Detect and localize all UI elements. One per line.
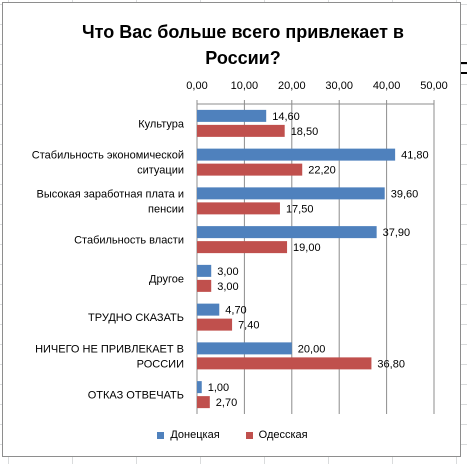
x-tick-label: 40,00 [373,80,401,92]
data-label: 2,70 [216,397,237,409]
data-label: 3,00 [217,266,238,278]
bar-odessa [197,241,288,254]
category-label: ОТКАЗ ОТВЕЧАТЬ [88,390,184,402]
cell-edge-mark [461,72,467,74]
legend-item-odessa: Одесская [245,429,308,441]
data-label: 22,20 [308,165,336,177]
data-label: 20,00 [298,343,326,355]
bar-donetsk [197,226,377,239]
legend-swatch-odessa [245,431,253,439]
data-label: 39,60 [391,188,419,200]
legend-swatch-donetsk [157,431,165,439]
data-label: 1,00 [208,382,229,394]
bar-donetsk [197,264,212,277]
x-tick-label: 10,00 [231,80,259,92]
data-label: 7,40 [238,320,259,332]
legend-label-donetsk: Донецкая [170,429,220,441]
data-label: 18,50 [291,126,319,138]
data-label: 14,60 [272,111,300,123]
category-label: Высокая заработная плата и пенсии [37,188,184,215]
bar-donetsk [197,109,267,122]
bar-odessa [197,279,212,292]
data-label: 41,80 [401,150,429,162]
category-label: Другое [149,273,184,285]
chart-legend: Донецкая Одесская [3,429,462,441]
x-tick-label: 30,00 [325,80,353,92]
data-label: 36,80 [377,358,405,370]
category-label: НИЧЕГО НЕ ПРИВЛЕКАЕТ В РОССИИ [35,343,184,370]
chart-title: Что Вас больше всего привлекает в России… [82,22,404,68]
bar-odessa [197,163,303,176]
data-label: 3,00 [217,281,238,293]
bar-donetsk [197,303,220,316]
data-label: 4,70 [225,305,246,317]
chart-frame[interactable]: Что Вас больше всего привлекает в России… [2,2,461,457]
category-label: Стабильность власти [74,235,184,247]
data-label: 19,00 [293,242,321,254]
legend-item-donetsk: Донецкая [157,429,220,441]
bar-chart-plot: 0,00 10,00 20,00 30,00 40,00 50,00 14,60 18,50 К… [32,80,448,414]
data-label: 37,90 [383,227,411,239]
bar-donetsk [197,342,292,355]
x-tick-label: 20,00 [278,80,306,92]
bar-donetsk [197,148,396,161]
category-label: Стабильность экономической ситуации [32,150,184,177]
x-tick-label: 0,00 [186,80,207,92]
bar-donetsk [197,187,385,200]
bar-odessa [197,318,233,331]
bar-odessa [197,124,285,137]
cell-edge-mark [461,62,467,64]
bar-odessa [197,357,372,370]
legend-label-odessa: Одесская [258,429,308,441]
category-label: ТРУДНО СКАЗАТЬ [88,312,184,324]
bar-odessa [197,202,280,215]
x-tick-label: 50,00 [420,80,448,92]
bar-odessa [197,396,210,409]
bar-donetsk [197,381,202,394]
data-label: 17,50 [286,203,314,215]
category-label: Культура [138,118,185,130]
